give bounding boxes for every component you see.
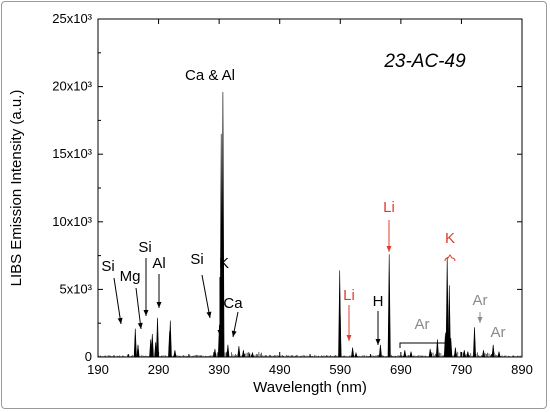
x-tick-label: 290 [148, 362, 170, 377]
peak-arrowhead [477, 317, 483, 323]
x-tick-label: 590 [329, 362, 351, 377]
spectrum-peak [133, 328, 137, 358]
peak-label: K [219, 255, 229, 272]
y-tick-label: 25x10³ [52, 11, 92, 26]
x-tick-label: 890 [511, 362, 533, 377]
spectrum-peak [213, 348, 217, 358]
peak-label: Li [343, 287, 355, 304]
peak-label: Li [383, 199, 395, 216]
spectrum-peak [449, 338, 453, 358]
peak-arrowhead [143, 310, 149, 316]
spectrum-peak [351, 347, 355, 358]
y-tick-label: 5x10³ [59, 281, 92, 296]
peak-label: Si [101, 258, 114, 275]
spectrum-peak [173, 350, 177, 358]
peak-arrowhead [375, 339, 381, 345]
spectrum-peak [168, 320, 172, 358]
peak-label: Mg [120, 268, 141, 285]
x-tick-label: 390 [208, 362, 230, 377]
spectrum-peak [497, 351, 501, 358]
peak-label: Ar [473, 292, 488, 309]
peak-arrowhead [217, 330, 223, 336]
peak-arrow [113, 277, 122, 325]
y-tick-label: 15x10³ [52, 146, 92, 161]
spectrum-peak [221, 91, 225, 358]
peak-arrowhead [346, 335, 352, 341]
peak-brace [444, 254, 456, 262]
peak-label: Si [190, 251, 203, 268]
axis-ticks: 190 290 390 490 590 690 790 890 0 5x10³ 10x10³ 15x1… [52, 11, 533, 377]
y-tick-label: 10x10³ [52, 214, 92, 229]
sample-label: 23-AC-49 [383, 51, 466, 72]
spectrum-peak [387, 254, 391, 358]
x-tick-label: 790 [451, 362, 473, 377]
peak-arrowhead [137, 322, 143, 329]
spectrum-peak [491, 344, 495, 358]
peak-arrowhead [156, 302, 162, 308]
spectrum-peak [378, 344, 382, 358]
peak-label: Si [138, 239, 151, 256]
peak-arrow [135, 287, 142, 330]
spectrum-peak [403, 350, 407, 358]
spectrum-peak [136, 344, 140, 358]
peak-label: Ca & Al [185, 67, 235, 84]
spectrum-peak [226, 344, 230, 358]
spectrum-peak [462, 350, 466, 358]
peak-arrowhead [386, 246, 392, 252]
spectrum-peak [155, 317, 160, 358]
spectrum-peak [472, 327, 477, 358]
peak-label: Al [152, 255, 165, 272]
peak-label: Ca [223, 295, 243, 312]
spectrum-peak [150, 333, 154, 358]
spectrum-peak [453, 347, 457, 358]
spectrum-peak [466, 351, 470, 358]
peak-label: Ar [491, 324, 506, 341]
peak-arrowhead [231, 330, 237, 337]
spectrum-peak [435, 339, 439, 358]
spectrum-peak [409, 351, 413, 358]
spectrum-peak [250, 351, 255, 358]
peak-label: K [445, 230, 455, 247]
peak-label: H [373, 293, 384, 310]
y-axis-title: LIBS Emission Intensity (a.u.) [8, 90, 25, 287]
peak-label: Ar [415, 316, 430, 333]
y-tick-label: 20x10³ [52, 79, 92, 94]
spectrum-peak [445, 256, 449, 358]
x-tick-label: 490 [269, 362, 291, 377]
spectrum-peak [241, 350, 245, 358]
x-axis-title: Wavelength (nm) [253, 379, 367, 396]
spectrum-peak [481, 350, 486, 358]
x-tick-label: 690 [390, 362, 412, 377]
x-tick-label: 190 [87, 362, 109, 377]
peak-bracket [399, 342, 446, 348]
y-tick-label: 0 [85, 349, 92, 364]
peak-arrow [201, 274, 211, 319]
spectrum-layer [98, 91, 521, 358]
spectrum-peak [354, 351, 358, 358]
spectrum-peak [237, 346, 241, 358]
peak-arrowhead [117, 317, 123, 324]
peak-arrowhead [206, 311, 212, 318]
